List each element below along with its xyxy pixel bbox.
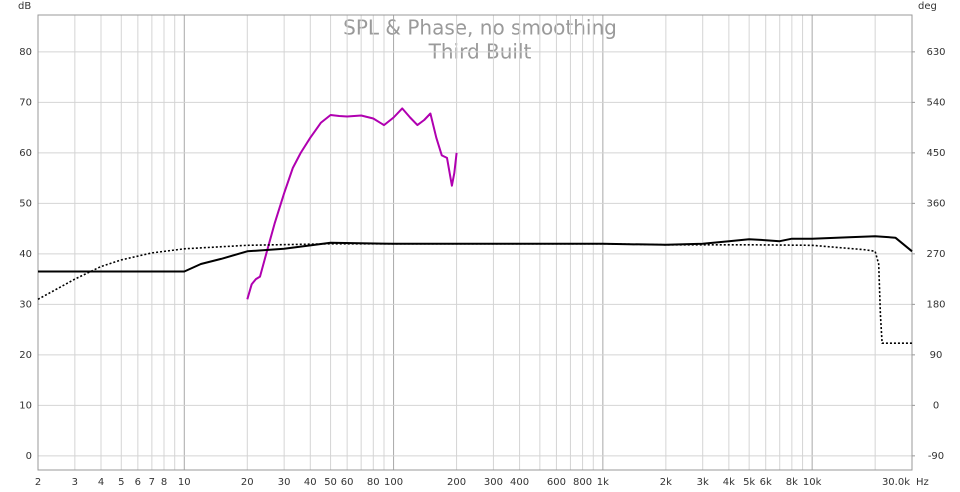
y2-tick-label: 360 xyxy=(926,198,945,209)
series-line xyxy=(37,243,912,344)
y-tick-label: 30 xyxy=(19,299,32,310)
plot-frame xyxy=(37,14,913,471)
x-tick-label: 5k xyxy=(743,477,755,488)
x-tick-label: 20 xyxy=(241,477,254,488)
x-tick-label: 400 xyxy=(510,477,529,488)
x-tick-label: 60 xyxy=(341,477,354,488)
y-tick-label: 10 xyxy=(19,400,32,411)
x-tick-label: 4 xyxy=(98,477,104,488)
y-tick-label: 0 xyxy=(26,451,32,462)
y2-axis-label: deg xyxy=(918,1,937,12)
y2-tick-label: -90 xyxy=(928,451,944,462)
x-tick-label: 80 xyxy=(367,477,380,488)
y2-tick-label: 630 xyxy=(926,47,945,58)
x-tick-label: 200 xyxy=(447,477,466,488)
y-tick-label: 40 xyxy=(19,249,32,260)
x-tick-label: 3 xyxy=(72,477,78,488)
y2-tick-label: 540 xyxy=(926,97,945,108)
x-tick-label: 10k xyxy=(803,477,822,488)
x-tick-label: 2k xyxy=(660,477,672,488)
x-tick-label: 10 xyxy=(178,477,191,488)
x-tick-label: 30.0k xyxy=(882,477,910,488)
x-tick-label: 1k xyxy=(597,477,609,488)
y-axis-label: dB xyxy=(18,1,31,12)
x-tick-label: 8 xyxy=(161,477,167,488)
y2-tick-label: 180 xyxy=(926,299,945,310)
x-tick-label: 800 xyxy=(573,477,592,488)
x-tick-label: 3k xyxy=(697,477,709,488)
x-tick-label: 30 xyxy=(278,477,291,488)
x-tick-label: 600 xyxy=(547,477,566,488)
y2-tick-label: 90 xyxy=(930,350,943,361)
x-tick-label: 8k xyxy=(786,477,798,488)
x-tick-label: 300 xyxy=(484,477,503,488)
y-tick-label: 60 xyxy=(19,148,32,159)
y-tick-label: 70 xyxy=(19,97,32,108)
y-tick-label: 50 xyxy=(19,198,32,209)
y2-tick-label: 270 xyxy=(926,249,945,260)
y-tick-label: 80 xyxy=(19,47,32,58)
series-line xyxy=(246,107,458,300)
x-tick-label: 6k xyxy=(760,477,772,488)
x-tick-label: 100 xyxy=(384,477,403,488)
x-tick-label: 2 xyxy=(35,477,41,488)
x-tick-label: 50 xyxy=(324,477,337,488)
series-line xyxy=(38,235,913,273)
x-tick-label: 4k xyxy=(723,477,735,488)
x-tick-label: 6 xyxy=(135,477,141,488)
y2-tick-label: 450 xyxy=(926,148,945,159)
y2-tick-label: 0 xyxy=(933,400,939,411)
x-tick-label: 5 xyxy=(118,477,124,488)
x-tick-label: 7 xyxy=(149,477,155,488)
chart-title: SPL & Phase, no smoothing xyxy=(343,16,617,40)
x-axis-label: Hz xyxy=(916,477,929,488)
y-tick-label: 20 xyxy=(19,350,32,361)
x-tick-label: 40 xyxy=(304,477,317,488)
